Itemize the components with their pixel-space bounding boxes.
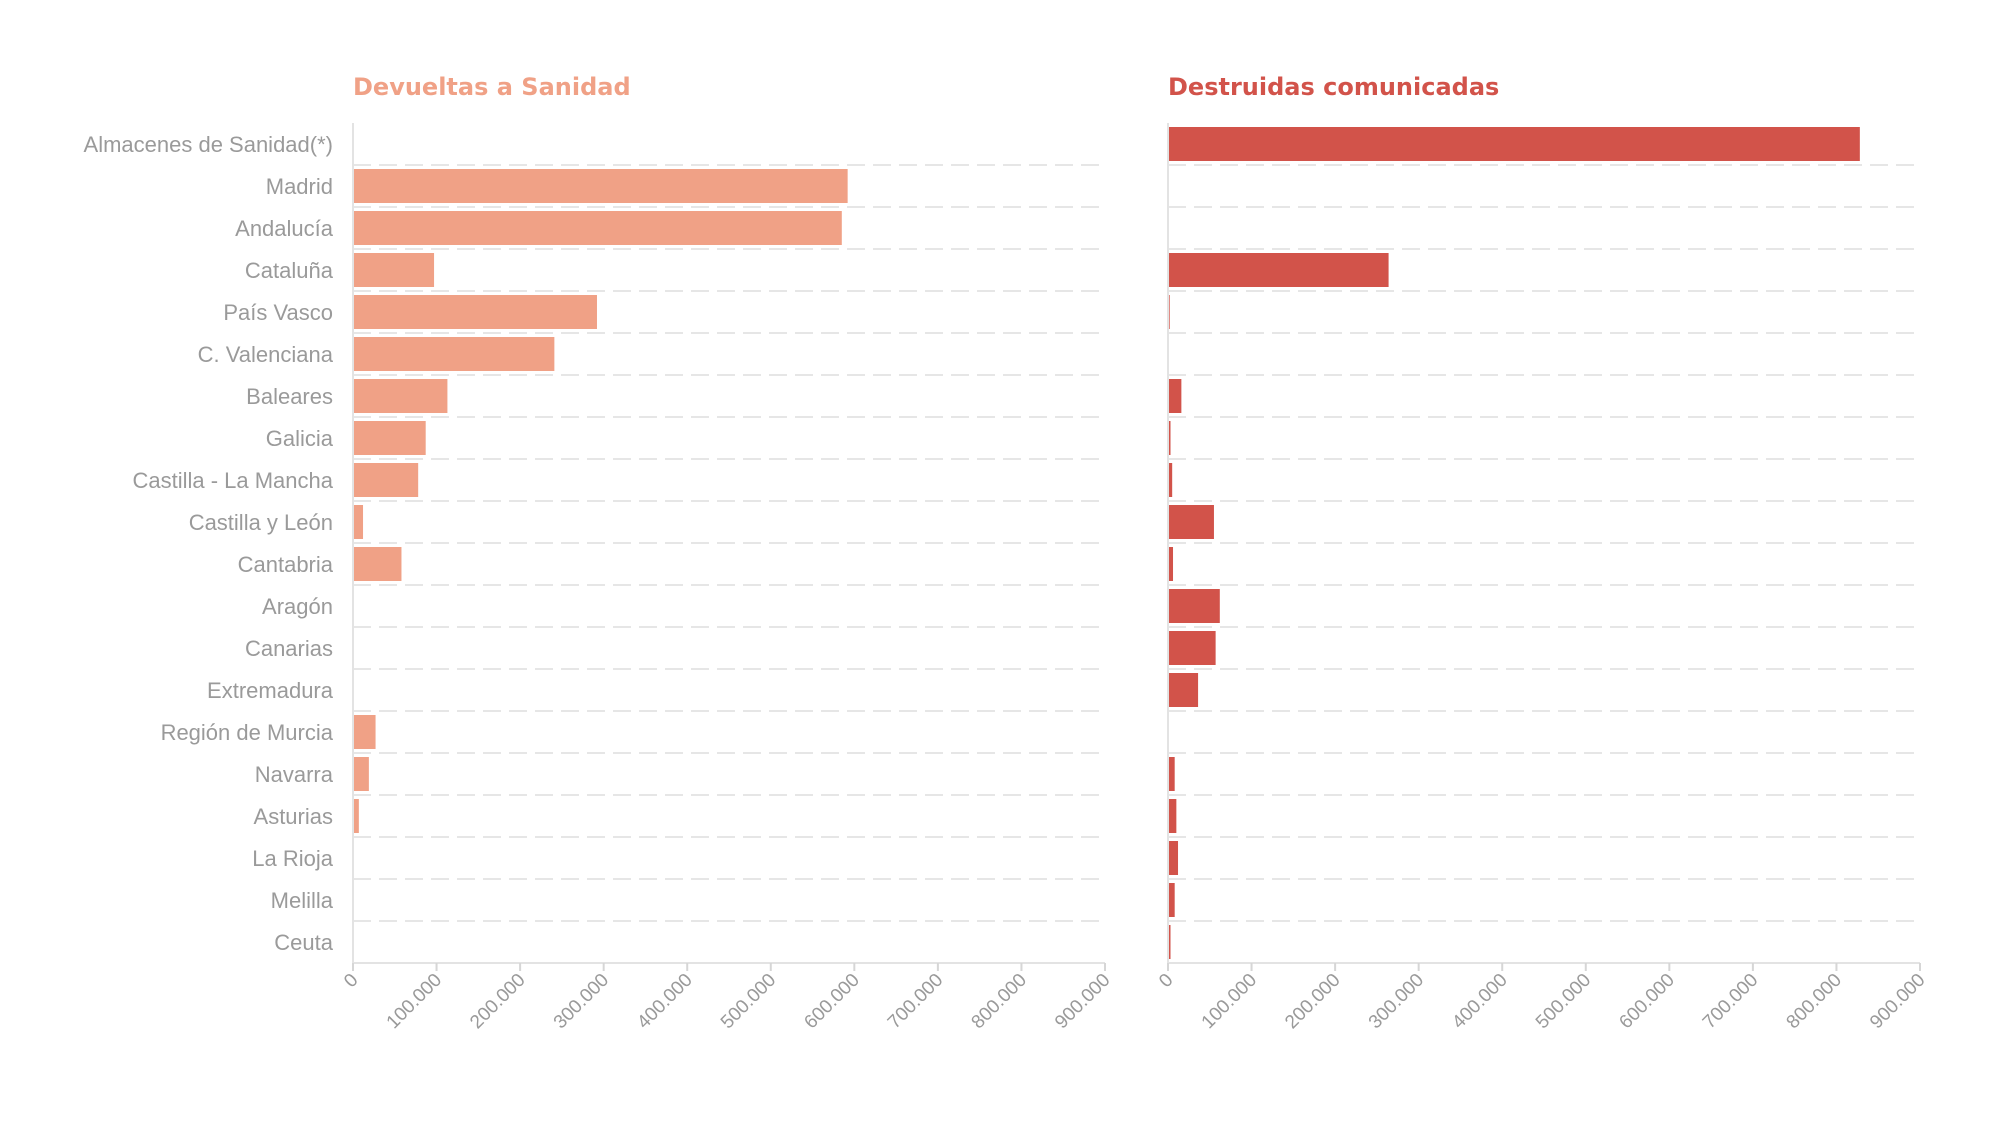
bar-destruidas-comunicadas-ceuta (1168, 925, 1171, 959)
bar-destruidas-comunicadas-aragon (1168, 589, 1220, 623)
bar-destruidas-comunicadas-canarias (1168, 631, 1216, 665)
bar-devueltas-a-sanidad-pais-vasco (353, 295, 597, 329)
category-label-asturias: Asturias (254, 804, 333, 829)
category-label-madrid: Madrid (266, 174, 333, 199)
x-tick-label: 500.000 (1532, 970, 1595, 1033)
category-label-castilla-y-leon: Castilla y León (189, 510, 333, 535)
bar-destruidas-comunicadas-asturias (1168, 799, 1177, 833)
x-tick-label: 900.000 (1051, 970, 1114, 1033)
bar-devueltas-a-sanidad-galicia (353, 421, 426, 455)
bar-devueltas-a-sanidad-castilla-la-mancha (353, 463, 419, 497)
x-tick-label: 200.000 (1281, 970, 1344, 1033)
bar-devueltas-a-sanidad-baleares (353, 379, 448, 413)
category-label-navarra: Navarra (255, 762, 334, 787)
x-tick-label: 400.000 (1448, 970, 1511, 1033)
category-label-aragon: Aragón (262, 594, 333, 619)
x-tick-label: 200.000 (466, 970, 529, 1033)
bar-devueltas-a-sanidad-region-de-murcia (353, 715, 376, 749)
panel-destruidas-comunicadas: Destruidas comunicadas 0 100.000 200.000 300… (1155, 73, 1929, 1033)
category-label-ceuta: Ceuta (274, 930, 333, 955)
category-label-extremadura: Extremadura (207, 678, 334, 703)
panel-title-destruidas-comunicadas: Destruidas comunicadas (1168, 73, 1499, 101)
bar-destruidas-comunicadas-navarra (1168, 757, 1175, 791)
bar-destruidas-comunicadas-galicia (1168, 421, 1171, 455)
bar-destruidas-comunicadas-castilla-y-leon (1168, 505, 1214, 539)
panel-devueltas-a-sanidad: Devueltas a Sanidad Almacenes de Sanidad(… (84, 73, 1115, 1033)
x-tick-label: 0 (340, 970, 362, 992)
category-label-andalucia: Andalucía (235, 216, 334, 241)
bar-devueltas-a-sanidad-c-valenciana (353, 337, 555, 371)
bar-destruidas-comunicadas-almacenes-de-sanidad (1168, 127, 1860, 161)
category-label-castilla-la-mancha: Castilla - La Mancha (132, 468, 333, 493)
bar-devueltas-a-sanidad-cataluna (353, 253, 435, 287)
x-tick-label: 300.000 (550, 970, 613, 1033)
bar-devueltas-a-sanidad-navarra (353, 757, 369, 791)
bar-devueltas-a-sanidad-cantabria (353, 547, 402, 581)
x-tick-label: 800.000 (968, 970, 1031, 1033)
category-label-canarias: Canarias (245, 636, 333, 661)
x-tick-label: 700.000 (884, 970, 947, 1033)
bar-destruidas-comunicadas-baleares (1168, 379, 1182, 413)
category-label-almacenes-de-sanidad: Almacenes de Sanidad(*) (84, 132, 333, 157)
category-label-cataluna: Cataluña (245, 258, 334, 283)
category-label-cantabria: Cantabria (238, 552, 334, 577)
x-tick-label: 700.000 (1699, 970, 1762, 1033)
bar-destruidas-comunicadas-cantabria (1168, 547, 1174, 581)
x-tick-label: 900.000 (1866, 970, 1929, 1033)
x-tick-label: 600.000 (1615, 970, 1678, 1033)
x-tick-label: 100.000 (383, 970, 446, 1033)
x-tick-label: 100.000 (1198, 970, 1261, 1033)
bar-destruidas-comunicadas-melilla (1168, 883, 1175, 917)
category-label-galicia: Galicia (266, 426, 334, 451)
category-label-la-rioja: La Rioja (252, 846, 333, 871)
x-tick-label: 800.000 (1783, 970, 1846, 1033)
bar-devueltas-a-sanidad-andalucia (353, 211, 842, 245)
panel-title-devueltas-a-sanidad: Devueltas a Sanidad (353, 73, 631, 101)
bar-destruidas-comunicadas-cataluna (1168, 253, 1389, 287)
x-tick-label: 500.000 (717, 970, 780, 1033)
bar-devueltas-a-sanidad-asturias (353, 799, 359, 833)
bar-destruidas-comunicadas-castilla-la-mancha (1168, 463, 1173, 497)
bar-destruidas-comunicadas-la-rioja (1168, 841, 1179, 875)
category-label-c-valenciana: C. Valenciana (198, 342, 334, 367)
bar-destruidas-comunicadas-extremadura (1168, 673, 1199, 707)
category-label-region-de-murcia: Región de Murcia (161, 720, 334, 745)
x-tick-label: 400.000 (633, 970, 696, 1033)
x-tick-label: 300.000 (1365, 970, 1428, 1033)
x-tick-label: 0 (1155, 970, 1177, 992)
category-label-baleares: Baleares (246, 384, 333, 409)
bar-devueltas-a-sanidad-madrid (353, 169, 848, 203)
category-label-pais-vasco: País Vasco (223, 300, 333, 325)
category-label-melilla: Melilla (271, 888, 334, 913)
bar-devueltas-a-sanidad-castilla-y-leon (353, 505, 364, 539)
x-tick-label: 600.000 (800, 970, 863, 1033)
